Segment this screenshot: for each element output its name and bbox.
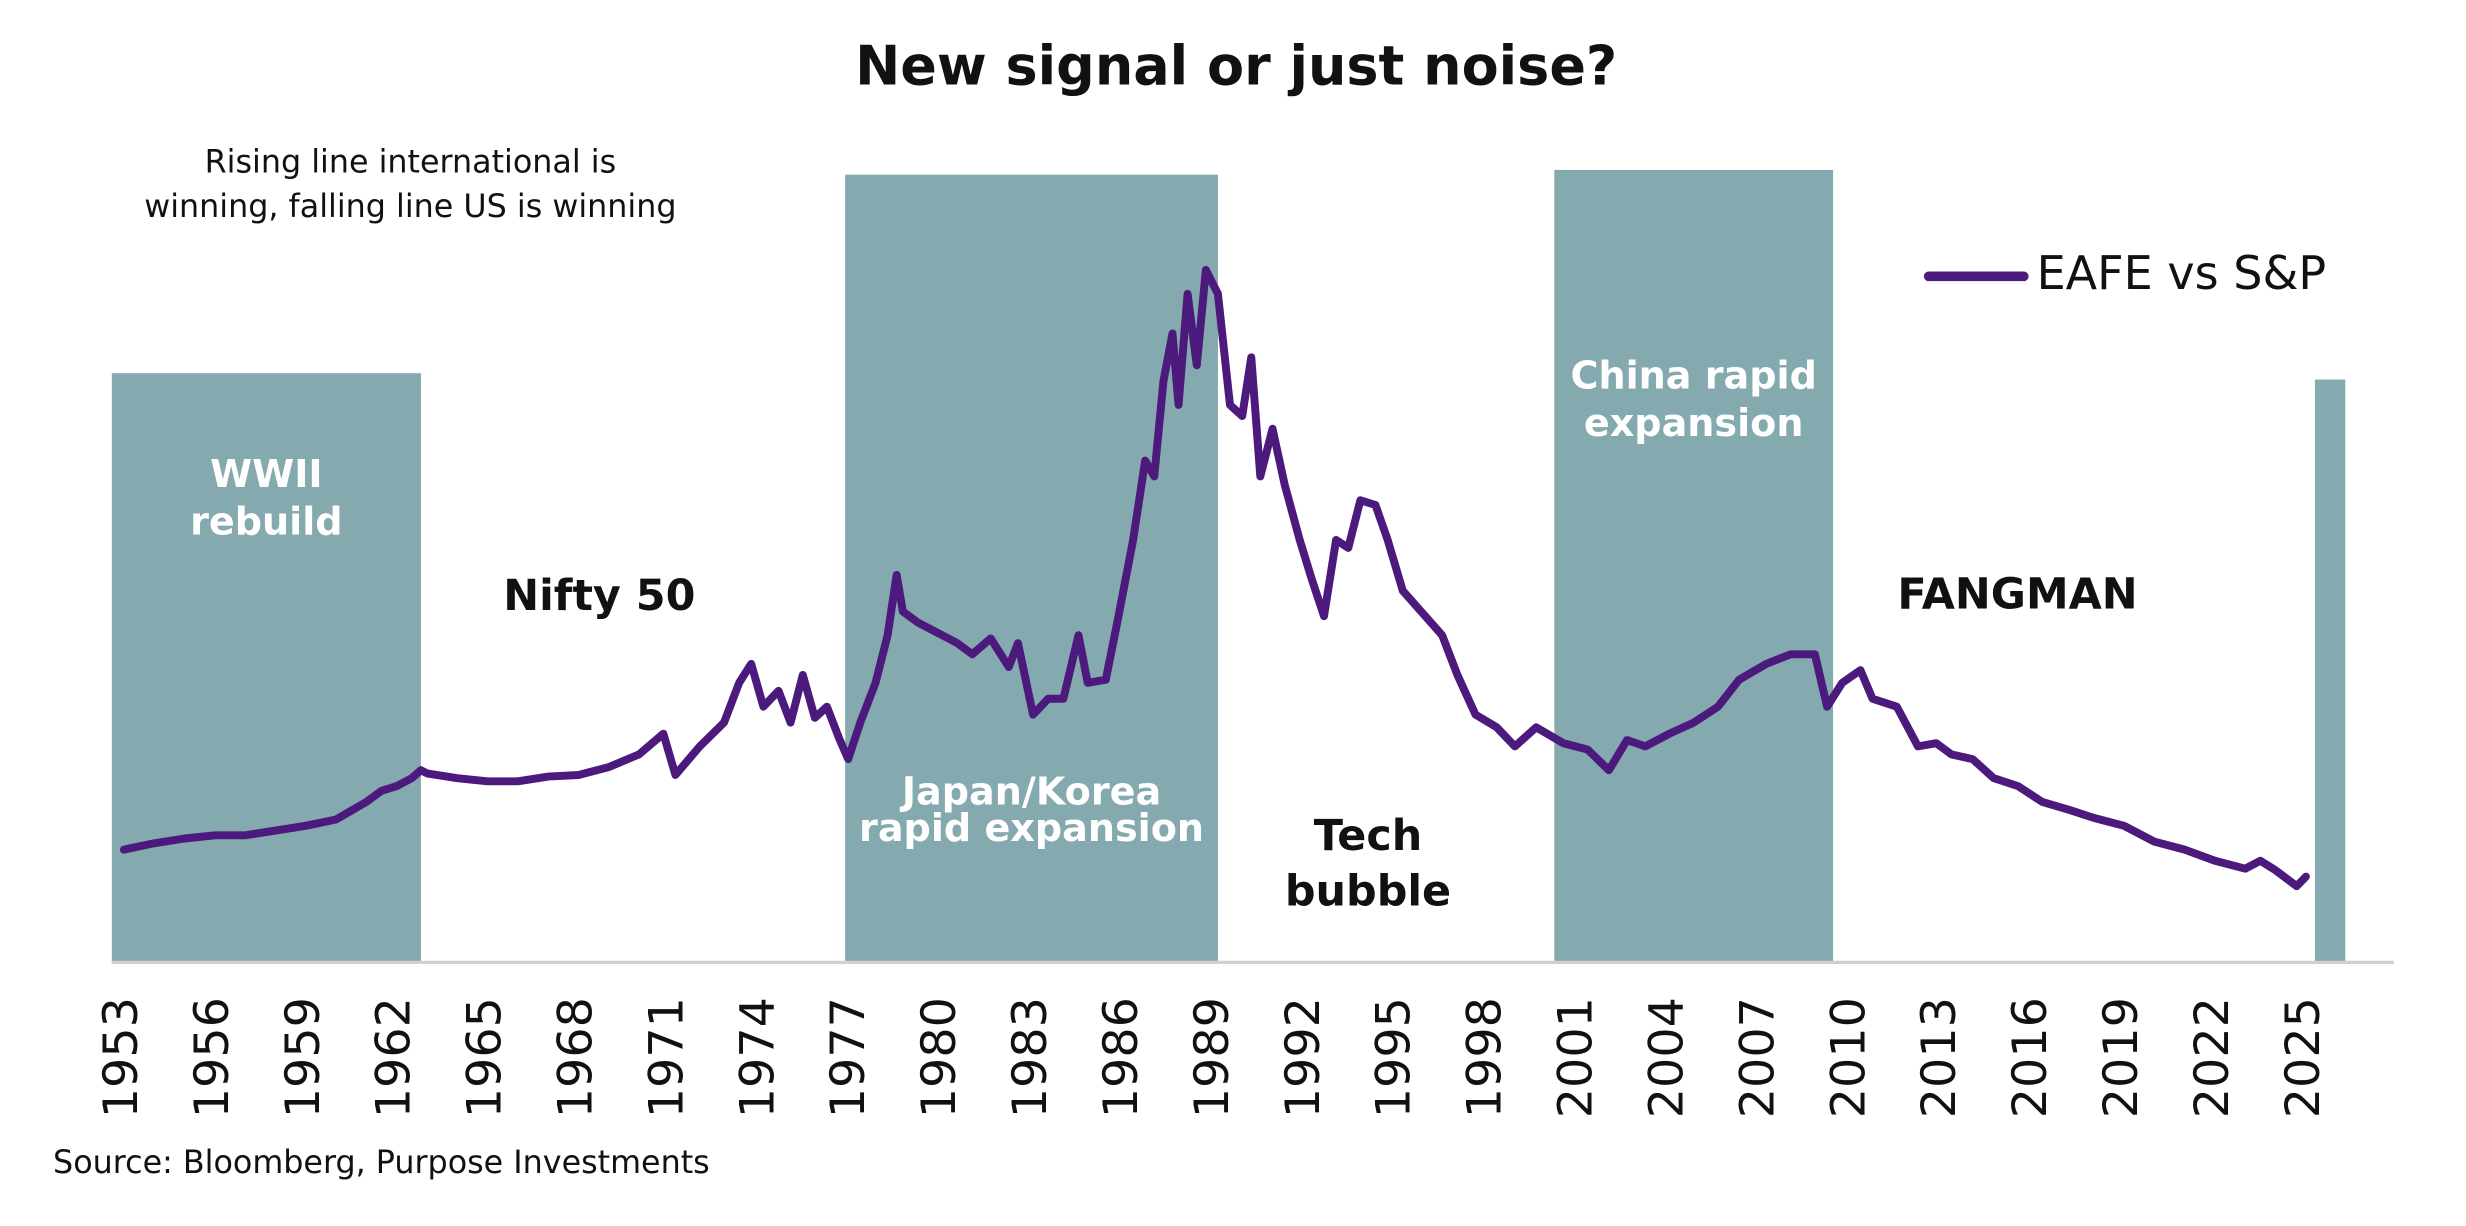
x-tick-label: 1965 (458, 997, 513, 1118)
x-tick-label: 1953 (94, 997, 149, 1118)
x-tick-label: 2004 (1639, 997, 1694, 1118)
shaded-period (845, 174, 1218, 964)
x-tick-label: 1956 (185, 997, 240, 1118)
x-tick-label: 2010 (1821, 997, 1876, 1118)
x-tick-label: 1998 (1458, 997, 1513, 1118)
x-tick-label: 2001 (1549, 997, 1604, 1118)
shaded-period (111, 373, 421, 964)
series-line (119, 266, 2310, 891)
x-tick-label: 1983 (1003, 997, 1058, 1118)
x-tick-label: 1962 (367, 997, 422, 1118)
x-tick-label: 2022 (2185, 997, 2240, 1118)
source: Source: Bloomberg, Purpose Investments (53, 1145, 710, 1181)
period-label: China rapid (1570, 353, 1816, 397)
x-tick-label: 1977 (821, 997, 876, 1118)
x-tick-label: 2025 (2276, 997, 2331, 1118)
x-tick-label: 2016 (2003, 997, 2058, 1118)
legend-label: EAFE vs S&P (2037, 246, 2327, 300)
note: winning, falling line US is winning (144, 189, 676, 225)
x-tick-label: 1986 (1094, 997, 1149, 1118)
x-tick-label: 1980 (912, 997, 967, 1118)
annotation: FANGMAN (1897, 570, 2137, 620)
shaded-period (2314, 379, 2346, 964)
x-tick-label: 1989 (1185, 997, 1240, 1118)
period-label: WWII (210, 452, 322, 496)
x-tick-label: 1971 (639, 997, 694, 1118)
shaded-period (1554, 169, 1834, 964)
period-label: Japan/Korea (899, 770, 1161, 814)
x-tick-label: 1995 (1367, 997, 1422, 1118)
x-tick-label: 1974 (730, 997, 785, 1118)
x-tick-label: 1959 (276, 997, 331, 1118)
period-label: expansion (1584, 401, 1804, 445)
period-label: rebuild (190, 500, 342, 544)
period-label: rapid expansion (859, 806, 1204, 850)
note: Rising line international is (205, 145, 617, 181)
annotation: bubble (1285, 867, 1451, 917)
annotation: Tech (1314, 811, 1423, 861)
x-tick-label: 2019 (2094, 997, 2149, 1118)
x-tick-label: 1968 (549, 997, 604, 1118)
x-tick-label: 2013 (1912, 997, 1967, 1118)
chart-title: New signal or just noise? (855, 35, 1617, 98)
x-tick-label: 2007 (1730, 997, 1785, 1118)
x-tick-label: 1992 (1276, 997, 1331, 1118)
annotation: Nifty 50 (503, 571, 695, 621)
